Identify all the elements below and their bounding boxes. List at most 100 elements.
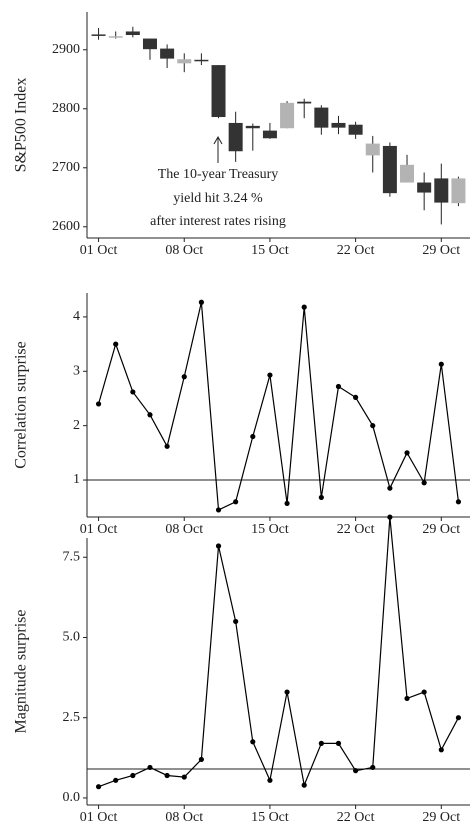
point bbox=[250, 739, 256, 745]
x-tick-label: 29 Oct bbox=[422, 243, 460, 258]
point bbox=[421, 689, 427, 695]
candle-body bbox=[125, 31, 140, 36]
candle-body bbox=[228, 122, 243, 152]
point bbox=[301, 304, 307, 310]
point bbox=[215, 507, 222, 513]
point bbox=[318, 740, 324, 746]
y-axis-title: S&P500 Index bbox=[13, 78, 30, 173]
candle-body bbox=[451, 178, 466, 204]
x-tick-label: 01 Oct bbox=[80, 810, 118, 825]
x-tick-label: 08 Oct bbox=[165, 243, 203, 258]
candle-body bbox=[245, 125, 260, 129]
point bbox=[301, 782, 307, 788]
candle-body bbox=[262, 130, 277, 139]
annotation-arrowhead bbox=[213, 135, 223, 145]
series-line bbox=[97, 302, 460, 511]
point bbox=[455, 715, 462, 721]
candle-body bbox=[297, 101, 312, 104]
x-tick-label: 22 Oct bbox=[337, 810, 375, 825]
annotation: The 10-year Treasury bbox=[158, 167, 279, 182]
point bbox=[181, 774, 187, 780]
y-tick-label: 1 bbox=[73, 472, 80, 487]
x-tick-label: 22 Oct bbox=[337, 243, 375, 258]
candle-body bbox=[348, 124, 363, 135]
y-tick-label: 2.5 bbox=[63, 710, 81, 725]
x-tick-label: 15 Oct bbox=[251, 243, 289, 258]
point bbox=[455, 499, 462, 505]
point bbox=[318, 494, 324, 501]
candle-body bbox=[434, 178, 449, 203]
y-tick-label: 2700 bbox=[52, 160, 80, 175]
point bbox=[181, 374, 187, 380]
y-tick-label: 2800 bbox=[52, 101, 80, 116]
candle-body bbox=[417, 182, 432, 193]
point bbox=[370, 764, 376, 771]
annotation: after interest rates rising bbox=[150, 214, 286, 229]
point bbox=[130, 389, 136, 395]
x-tick-label: 01 Oct bbox=[80, 243, 118, 258]
x-tick-label: 01 Oct bbox=[80, 522, 118, 537]
point bbox=[353, 394, 359, 400]
y-tick-label: 0.0 bbox=[63, 790, 81, 805]
point bbox=[113, 777, 119, 783]
point bbox=[353, 768, 359, 774]
point bbox=[130, 772, 136, 779]
candle-body bbox=[194, 59, 209, 62]
candle-body bbox=[108, 36, 123, 38]
x-tick-label: 08 Oct bbox=[165, 810, 203, 825]
candle-body bbox=[177, 59, 192, 64]
candle-body bbox=[382, 145, 397, 194]
point bbox=[438, 361, 444, 367]
point bbox=[147, 764, 153, 771]
candle-body bbox=[280, 102, 295, 129]
x-tick-label: 22 Oct bbox=[337, 522, 375, 537]
point bbox=[164, 443, 170, 449]
x-tick-label: 29 Oct bbox=[422, 522, 460, 537]
point bbox=[233, 618, 239, 625]
point bbox=[387, 514, 393, 520]
y-tick-label: 5.0 bbox=[63, 630, 81, 645]
point bbox=[335, 740, 342, 746]
candle-body bbox=[365, 143, 380, 156]
point bbox=[198, 756, 204, 763]
point bbox=[113, 341, 119, 347]
point bbox=[404, 695, 410, 702]
y-tick-label: 2600 bbox=[52, 219, 80, 234]
point bbox=[421, 480, 427, 486]
point bbox=[198, 299, 204, 305]
point bbox=[370, 423, 376, 429]
point bbox=[164, 772, 170, 779]
x-tick-label: 15 Oct bbox=[251, 522, 289, 537]
y-tick-label: 4 bbox=[73, 309, 80, 324]
point bbox=[250, 433, 256, 440]
x-tick-label: 29 Oct bbox=[422, 810, 460, 825]
point bbox=[233, 499, 239, 505]
candle-body bbox=[91, 34, 106, 36]
point bbox=[215, 543, 222, 549]
point bbox=[267, 777, 273, 783]
candle-body bbox=[160, 48, 175, 59]
point bbox=[267, 372, 273, 378]
point bbox=[147, 412, 153, 418]
point bbox=[95, 784, 102, 790]
candle-body bbox=[211, 65, 226, 118]
point bbox=[284, 689, 290, 695]
series-line bbox=[98, 517, 459, 788]
point bbox=[284, 500, 290, 507]
candle-body bbox=[142, 38, 157, 50]
point bbox=[387, 485, 393, 491]
y-axis-title: Magnitude surprise bbox=[13, 610, 30, 734]
x-tick-label: 15 Oct bbox=[251, 810, 289, 825]
y-tick-label: 2 bbox=[73, 418, 80, 433]
point bbox=[438, 747, 444, 753]
y-tick-label: 3 bbox=[73, 364, 80, 379]
y-tick-label: 7.5 bbox=[63, 549, 81, 564]
x-tick-label: 08 Oct bbox=[165, 522, 203, 537]
point bbox=[335, 383, 342, 390]
candle-body bbox=[400, 164, 415, 183]
point bbox=[404, 450, 410, 456]
candle-body bbox=[314, 107, 329, 128]
annotation: yield hit 3.24 % bbox=[173, 191, 263, 206]
point bbox=[95, 401, 102, 407]
